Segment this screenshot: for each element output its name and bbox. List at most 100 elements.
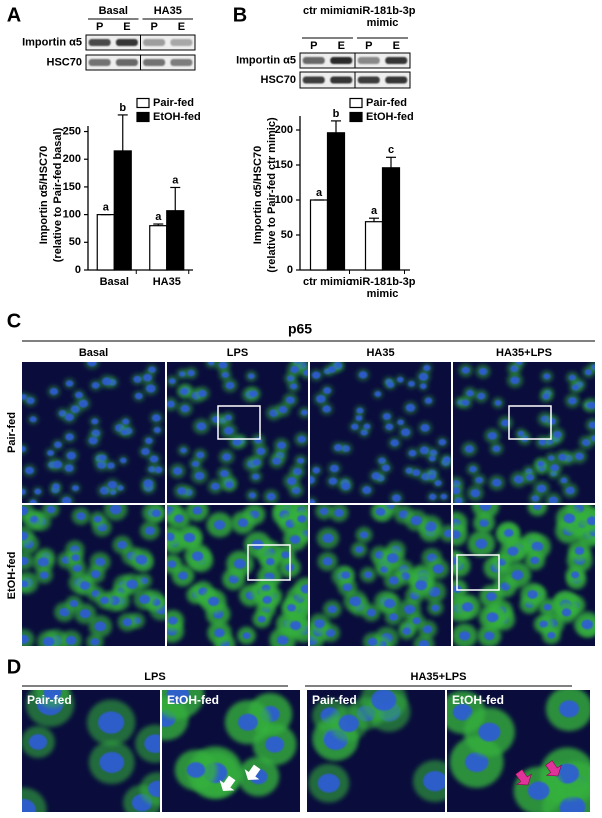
nucleus <box>374 391 382 397</box>
nucleus <box>69 600 79 608</box>
blot-group-label: Basal <box>99 5 128 17</box>
nucleus <box>355 546 364 554</box>
blot-band <box>115 39 138 46</box>
significance-letter: a <box>371 205 378 217</box>
nucleus <box>265 557 275 566</box>
nucleus <box>559 796 586 812</box>
x-tick-label: ctr mimic <box>303 276 352 288</box>
nucleus <box>64 464 74 472</box>
nucleus <box>432 564 444 574</box>
nucleus <box>560 477 568 484</box>
nucleus <box>265 736 285 753</box>
error-bar <box>369 217 379 222</box>
y-axis-label: Importin α5/HSC70 <box>252 146 264 244</box>
blot-group-label: ctr mimic <box>303 5 352 17</box>
blot-band <box>88 39 111 46</box>
nucleus <box>42 636 55 646</box>
nucleus <box>310 499 316 503</box>
nucleus <box>356 407 364 414</box>
nucleus <box>277 441 286 450</box>
nucleus <box>486 612 499 623</box>
nucleus <box>454 497 463 503</box>
nucleus <box>262 595 272 604</box>
significance-letter: b <box>333 108 340 120</box>
cytoplasm <box>527 505 548 516</box>
blot-row-label: HSC70 <box>47 56 82 68</box>
row-label: Pair-fed <box>6 412 18 453</box>
nucleus <box>228 574 239 584</box>
nucleus <box>380 566 389 573</box>
blot-band <box>302 76 325 84</box>
blot-band <box>357 57 380 64</box>
micrograph <box>453 362 595 503</box>
nucleus <box>225 381 235 390</box>
nucleus <box>424 397 433 404</box>
nucleus <box>289 535 301 544</box>
nucleus <box>390 439 399 447</box>
nucleus <box>526 474 534 481</box>
bar <box>326 132 346 271</box>
nucleus <box>95 557 106 567</box>
nucleus <box>249 390 258 398</box>
nucleus <box>384 598 396 609</box>
nucleus <box>422 625 433 634</box>
nucleus <box>154 466 163 474</box>
nucleus <box>224 426 234 435</box>
nucleus <box>548 418 556 425</box>
y-tick-label: 100 <box>63 209 81 221</box>
nucleus <box>120 429 128 436</box>
nucleus <box>187 369 195 377</box>
nucleus <box>22 556 29 566</box>
nucleus <box>582 438 591 447</box>
nucleus <box>166 690 190 704</box>
y-tick-label: 150 <box>63 181 81 193</box>
significance-letter: a <box>103 202 110 214</box>
nucleus <box>419 446 430 455</box>
significance-letter: b <box>119 102 126 114</box>
panel-label: B <box>233 4 247 26</box>
nucleus <box>492 445 501 452</box>
nucleus <box>418 372 429 381</box>
x-tick-label: Basal <box>99 276 129 288</box>
nucleus <box>461 602 474 612</box>
blot-group-label: miR-181b-3p mimic <box>349 5 416 29</box>
nucleus <box>145 437 153 444</box>
nucleus <box>191 460 200 468</box>
nucleus <box>290 365 299 374</box>
nucleus <box>65 380 74 387</box>
y-tick-label: 150 <box>275 159 293 171</box>
nucleus <box>180 405 190 413</box>
nucleus <box>530 556 540 565</box>
nucleus <box>440 493 448 500</box>
nucleus <box>281 551 290 559</box>
nucleus <box>359 531 369 539</box>
nucleus <box>174 514 184 523</box>
blot-band <box>170 39 193 46</box>
nucleus <box>133 375 142 383</box>
blot-band <box>143 59 166 66</box>
bar <box>149 225 168 271</box>
nucleus <box>287 375 295 382</box>
nucleus <box>328 477 338 485</box>
nucleus <box>29 416 37 423</box>
nucleus <box>148 780 160 798</box>
nucleus <box>386 381 395 388</box>
nucleus <box>513 475 524 484</box>
nucleus <box>29 515 38 523</box>
nucleus <box>527 781 550 801</box>
nucleus <box>364 571 373 579</box>
nucleus <box>257 615 266 623</box>
nucleus <box>341 571 351 579</box>
nucleus <box>511 570 524 580</box>
nucleus <box>586 516 595 526</box>
nucleus <box>317 773 340 793</box>
nucleus <box>397 419 404 426</box>
bar <box>166 210 185 271</box>
nucleus <box>186 762 206 778</box>
nucleus <box>408 380 415 387</box>
nucleus <box>381 464 390 472</box>
nucleus <box>52 483 60 490</box>
nucleus <box>310 475 315 484</box>
nucleus <box>389 613 398 621</box>
nucleus <box>52 460 63 469</box>
